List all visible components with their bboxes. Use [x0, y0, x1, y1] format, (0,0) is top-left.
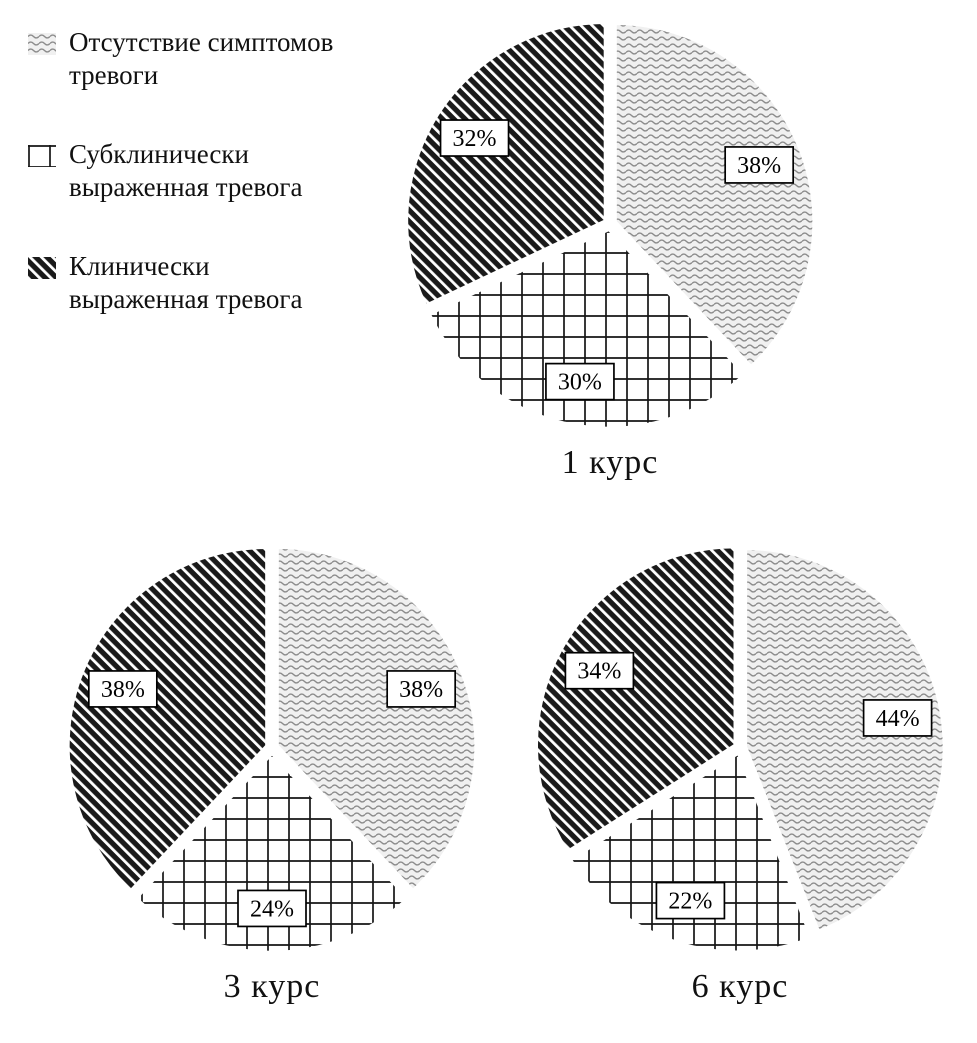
pie-slice-waves: [276, 546, 477, 892]
slice-label-text: 38%: [399, 677, 443, 703]
slice-label: 38%: [724, 146, 795, 184]
slice-label-text: 32%: [453, 126, 497, 152]
pie-chart-course-1: 38% 30% 32%: [405, 21, 815, 430]
slice-label: 38%: [87, 670, 158, 708]
pie-slice-grid: [134, 752, 410, 954]
legend-label: Клинически выраженная тревога: [69, 250, 303, 314]
waves-pattern-icon: [28, 33, 56, 55]
pie-caption: 3 курс: [223, 968, 321, 1005]
slice-label-text: 38%: [737, 153, 781, 179]
pie-caption: 1 курс: [561, 444, 659, 481]
slice-label: 34%: [564, 651, 635, 690]
slice-label: 32%: [439, 119, 510, 157]
pie-slice-waves: [614, 22, 815, 368]
diagonal-pattern-icon: [28, 256, 56, 279]
slice-label: 44%: [862, 699, 933, 737]
pie-slice-waves: [744, 547, 946, 933]
slice-label-text: 34%: [577, 659, 621, 685]
legend-item-no-symptoms: Отсутствие симптомов тревоги: [28, 26, 358, 92]
slice-label: 30%: [545, 362, 615, 401]
pie-slice-diagonal: [405, 21, 607, 307]
pie-block-course-1: 38% 30% 32% 1 курс: [395, 0, 825, 482]
slice-label-text: 30%: [558, 370, 602, 396]
legend-label: Субклинически выраженная тревога: [69, 138, 303, 202]
pie-block-course-6: 44% 22% 34% 6 курс: [525, 524, 955, 1006]
slice-label-text: 22%: [668, 889, 712, 915]
pie-caption: 6 курс: [691, 968, 789, 1005]
pie-chart-course-3: 38% 24% 38%: [67, 546, 477, 954]
pie-slice-diagonal: [67, 546, 268, 892]
slice-label: 22%: [655, 881, 726, 920]
pie-block-course-3: 38% 24% 38% 3 курс: [57, 524, 487, 1006]
pie-slice-grid: [428, 228, 747, 430]
pie-slice-grid: [569, 751, 813, 953]
slice-label-text: 24%: [250, 896, 294, 922]
pie-slice-diagonal: [535, 545, 736, 853]
pie-chart-course-6: 44% 22% 34%: [535, 545, 946, 953]
slice-label: 38%: [386, 670, 457, 708]
legend: Отсутствие симптомов тревоги Субклиничес…: [28, 26, 358, 316]
grid-pattern-icon: [28, 144, 56, 167]
slice-label: 24%: [237, 889, 307, 928]
legend-item-clinical: Клинически выраженная тревога: [28, 250, 358, 316]
slice-label-text: 44%: [876, 706, 920, 732]
slice-label-text: 38%: [101, 677, 145, 703]
legend-item-subclinical: Субклинически выраженная тревога: [28, 138, 358, 204]
legend-label: Отсутствие симптомов тревоги: [69, 27, 334, 90]
